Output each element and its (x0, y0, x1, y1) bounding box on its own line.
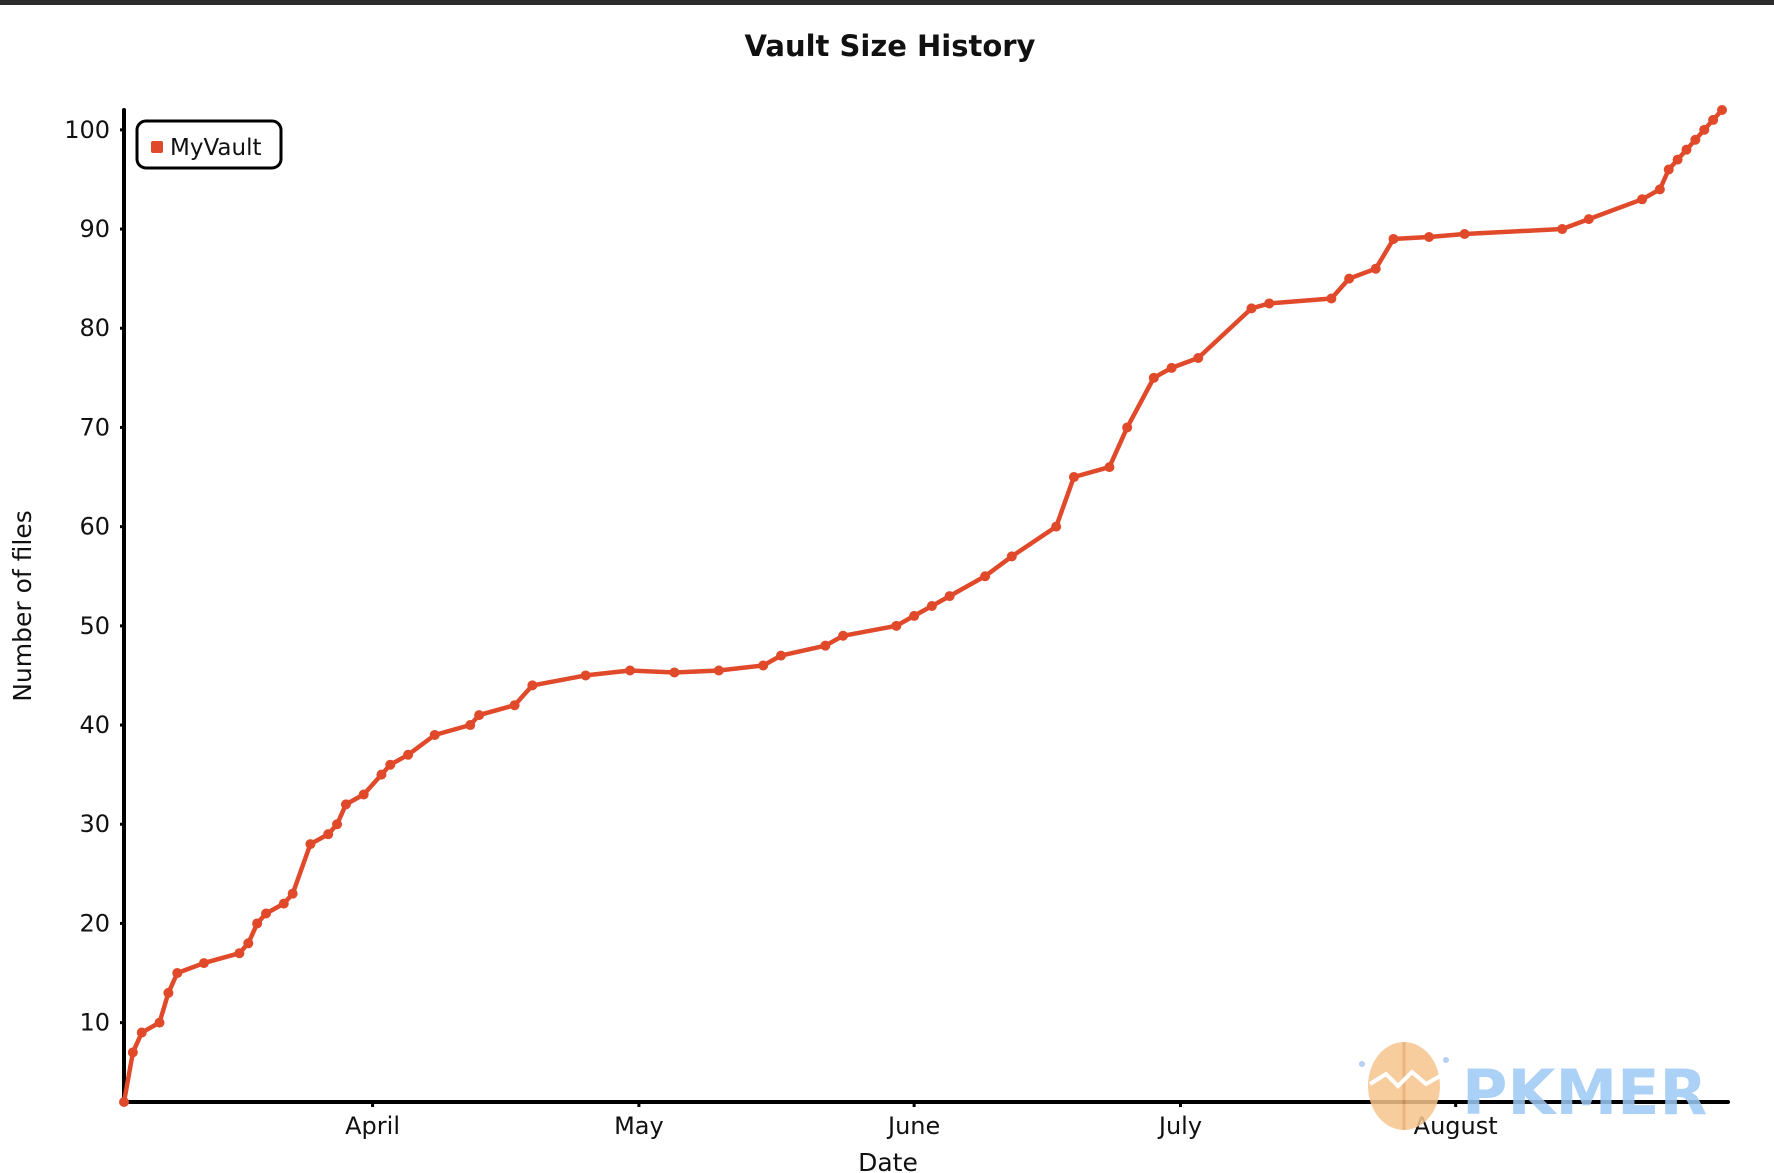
data-point (465, 720, 476, 731)
data-point (252, 918, 263, 929)
series-line (121, 107, 1725, 1105)
data-point (1557, 224, 1568, 235)
chart-title: Vault Size History (745, 29, 1036, 63)
data-point (429, 729, 440, 740)
data-point (127, 1047, 138, 1058)
data-point (775, 650, 786, 661)
data-point (305, 839, 316, 850)
y-tick-label: 40 (79, 711, 110, 739)
data-point (1654, 184, 1665, 195)
legend-label-myvault: MyVault (170, 135, 261, 161)
data-point (1681, 144, 1692, 155)
data-point (474, 710, 485, 721)
data-point (926, 601, 937, 611)
x-tick-label: July (1157, 1112, 1202, 1140)
data-point (340, 799, 351, 810)
y-tick-label: 20 (79, 909, 110, 937)
data-point (891, 620, 902, 631)
y-tick-label: 100 (64, 116, 110, 144)
data-point (323, 829, 334, 840)
y-tick-label: 80 (79, 314, 110, 342)
data-point (909, 610, 920, 621)
data-point (1672, 154, 1683, 165)
top-border (0, 0, 1774, 5)
data-point (758, 660, 769, 671)
data-point (669, 667, 680, 678)
data-point (358, 789, 369, 800)
data-point (1006, 551, 1017, 562)
x-axis-label: Date (858, 1148, 918, 1173)
data-point (1663, 164, 1674, 175)
data-point (198, 958, 209, 969)
data-point (1459, 229, 1470, 239)
data-point (1637, 194, 1648, 205)
data-point (287, 888, 298, 899)
data-point (172, 968, 183, 979)
data-point (625, 665, 636, 676)
data-point (261, 908, 272, 919)
series-myvault (119, 105, 1727, 1107)
x-tick-label: June (886, 1112, 940, 1140)
y-tick-label: 30 (79, 810, 110, 838)
data-point (1068, 472, 1079, 483)
legend-swatch-myvault (151, 141, 163, 153)
pkmer-watermark: PKMER (1359, 1042, 1707, 1130)
data-point (1370, 263, 1381, 274)
data-point (154, 1017, 165, 1028)
data-point (163, 987, 174, 998)
data-point (385, 759, 396, 770)
x-tick-label: April (345, 1112, 400, 1140)
data-point (1264, 298, 1275, 309)
data-point (403, 749, 414, 760)
x-axis-ticks: April May June July August (345, 1100, 1498, 1140)
data-point (1708, 114, 1719, 125)
legend-box (135, 119, 283, 170)
watermark-text: PKMER (1462, 1056, 1707, 1129)
data-point (580, 670, 591, 681)
y-axis-ticks: 10 20 30 40 50 60 70 80 90 100 (64, 116, 126, 1037)
data-point (1424, 231, 1435, 242)
data-point (1148, 372, 1159, 383)
x-tick-label: May (614, 1112, 664, 1140)
data-point (234, 948, 245, 959)
y-tick-label: 50 (79, 612, 110, 640)
egg-logo-icon (1359, 1042, 1449, 1130)
data-point (1699, 124, 1710, 135)
data-point (1388, 233, 1399, 244)
data-point (136, 1027, 147, 1038)
y-tick-label: 90 (79, 215, 110, 243)
data-point (278, 898, 289, 909)
data-point (1246, 303, 1257, 314)
data-point (838, 630, 849, 641)
data-point (980, 571, 991, 582)
y-tick-label: 60 (79, 513, 110, 541)
data-point (820, 640, 831, 651)
y-tick-label: 10 (79, 1009, 110, 1037)
data-point (1326, 293, 1337, 304)
y-axis-label: Number of files (8, 510, 37, 702)
legend: MyVault (135, 119, 283, 170)
data-point (1193, 353, 1204, 363)
data-point (332, 819, 343, 830)
data-point (1122, 422, 1133, 433)
data-point (243, 938, 254, 949)
data-point (1344, 273, 1355, 284)
data-point (1583, 214, 1594, 225)
data-point (527, 680, 538, 691)
data-point (1166, 362, 1177, 373)
data-point (119, 1097, 129, 1107)
data-point (944, 591, 955, 602)
data-point (1690, 134, 1701, 145)
y-tick-label: 70 (79, 413, 110, 441)
data-point (509, 700, 520, 711)
data-point (1104, 462, 1115, 473)
data-point (1717, 105, 1727, 115)
data-point (713, 665, 724, 676)
data-point (1051, 521, 1062, 532)
data-point (376, 769, 387, 780)
